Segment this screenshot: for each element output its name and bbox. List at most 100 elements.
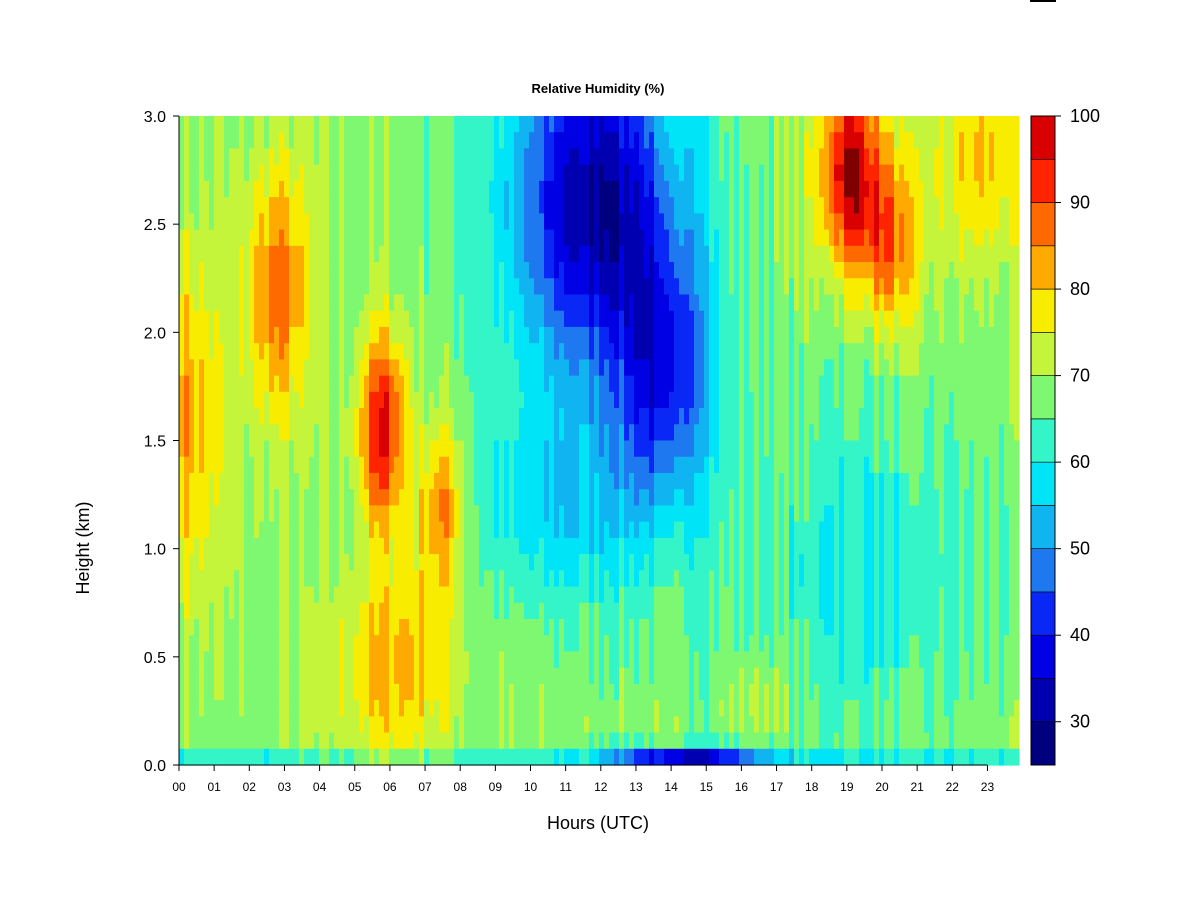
heatmap-cell: [264, 505, 270, 523]
heatmap-cell: [269, 116, 275, 133]
heatmap-cell: [784, 700, 790, 717]
heatmap-cell: [729, 651, 735, 669]
heatmap-cell: [609, 489, 615, 507]
heatmap-cell: [764, 472, 770, 490]
heatmap-cell: [354, 651, 360, 669]
heatmap-cell: [449, 586, 455, 604]
heatmap-cell: [304, 618, 310, 636]
heatmap-cell: [334, 748, 340, 766]
heatmap-cell: [559, 310, 565, 328]
heatmap-cell: [374, 310, 380, 328]
heatmap-cell: [374, 116, 380, 133]
heatmap-cell: [204, 116, 210, 133]
heatmap-cell: [209, 618, 215, 636]
heatmap-cell: [744, 440, 750, 458]
heatmap-cell: [244, 310, 250, 328]
heatmap-cell: [599, 391, 605, 409]
heatmap-cell: [194, 748, 200, 766]
heatmap-cell: [739, 229, 745, 247]
heatmap-cell: [279, 278, 285, 296]
heatmap-cell: [399, 408, 405, 425]
heatmap-cell: [714, 505, 720, 523]
heatmap-cell: [349, 440, 355, 458]
heatmap-cell: [689, 521, 695, 539]
heatmap-cell: [629, 180, 635, 198]
heatmap-cell: [634, 343, 640, 360]
heatmap-cell: [714, 489, 720, 507]
heatmap-cell: [624, 245, 630, 263]
heatmap-cell: [219, 310, 225, 328]
heatmap-cell: [789, 326, 795, 344]
heatmap-cell: [224, 602, 230, 620]
heatmap-cell: [524, 132, 530, 150]
heatmap-cell: [664, 229, 670, 247]
heatmap-cell: [299, 245, 305, 263]
heatmap-cell: [424, 456, 430, 474]
heatmap-cell: [324, 197, 330, 214]
heatmap-cell: [224, 180, 230, 198]
heatmap-cell: [304, 586, 310, 604]
heatmap-cell: [734, 424, 740, 442]
heatmap-cell: [539, 537, 545, 555]
heatmap-cell: [699, 245, 705, 263]
heatmap-cell: [484, 683, 490, 701]
heatmap-cell: [334, 618, 340, 636]
heatmap-cell: [319, 359, 325, 377]
heatmap-cell: [389, 278, 395, 296]
heatmap-cell: [449, 700, 455, 717]
heatmap-cell: [789, 180, 795, 198]
heatmap-cell: [544, 375, 550, 393]
heatmap-cell: [489, 229, 495, 247]
heatmap-cell: [404, 197, 410, 214]
heatmap-cell: [259, 262, 265, 279]
heatmap-cell: [184, 262, 190, 279]
heatmap-cell: [349, 326, 355, 344]
heatmap-cell: [309, 732, 315, 750]
heatmap-cell: [349, 408, 355, 425]
heatmap-cell: [599, 700, 605, 717]
heatmap-cell: [544, 667, 550, 685]
heatmap-cell: [559, 245, 565, 263]
heatmap-cell: [674, 310, 680, 328]
heatmap-cell: [464, 537, 470, 555]
heatmap-cell: [564, 586, 570, 604]
heatmap-cell: [329, 618, 335, 636]
heatmap-cell: [294, 424, 300, 442]
heatmap-cell: [599, 132, 605, 150]
heatmap-cell: [414, 278, 420, 296]
heatmap-cell: [649, 375, 655, 393]
heatmap-cell: [599, 554, 605, 571]
heatmap-cell: [414, 326, 420, 344]
heatmap-cell: [419, 667, 425, 685]
heatmap-cell: [469, 537, 475, 555]
heatmap-cell: [419, 197, 425, 214]
heatmap-cell: [524, 408, 530, 425]
heatmap-cell: [229, 635, 235, 653]
heatmap-cell: [474, 716, 480, 734]
heatmap-cell: [559, 164, 565, 182]
heatmap-cell: [554, 505, 560, 523]
heatmap-cell: [764, 391, 770, 409]
heatmap-cell: [319, 245, 325, 263]
heatmap-cell: [244, 683, 250, 701]
heatmap-cell: [359, 262, 365, 279]
heatmap-cell: [564, 537, 570, 555]
heatmap-cell: [429, 570, 435, 588]
heatmap-cell: [584, 262, 590, 279]
heatmap-cell: [554, 586, 560, 604]
heatmap-cell: [554, 229, 560, 247]
heatmap-cell: [394, 521, 400, 539]
heatmap-cell: [314, 635, 320, 653]
heatmap-cell: [729, 440, 735, 458]
heatmap-cell: [539, 732, 545, 750]
heatmap-cell: [564, 635, 570, 653]
heatmap-cell: [704, 164, 710, 182]
heatmap-cell: [459, 310, 465, 328]
heatmap-cell: [769, 489, 775, 507]
heatmap-cell: [704, 148, 710, 166]
heatmap-cell: [679, 651, 685, 669]
heatmap-cell: [564, 197, 570, 214]
heatmap-cell: [609, 132, 615, 150]
heatmap-cell: [489, 683, 495, 701]
heatmap-cell: [244, 343, 250, 360]
